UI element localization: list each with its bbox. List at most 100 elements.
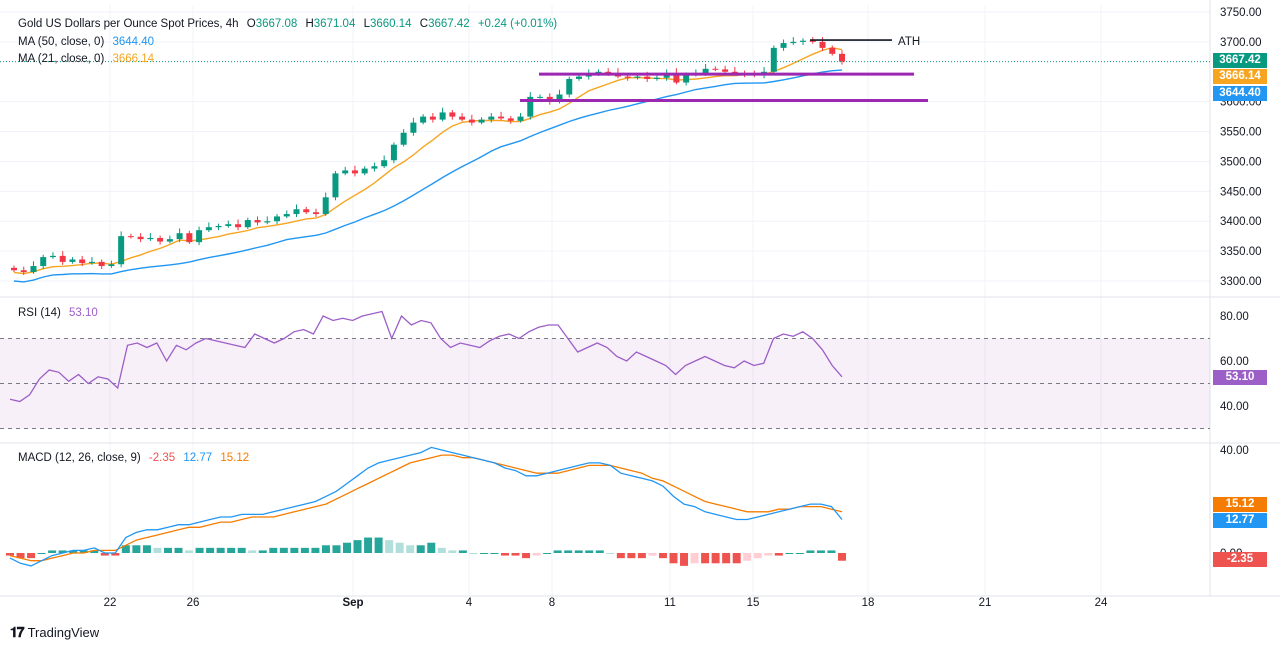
x-tick-label: 11: [664, 597, 676, 609]
candle-body: [215, 226, 222, 228]
macd-histogram-bar: [332, 545, 341, 553]
macd-histogram-bar: [648, 553, 657, 556]
macd-line-tag: 12.77: [1213, 513, 1267, 528]
candle-body: [205, 227, 212, 231]
macd-histogram-bar: [290, 547, 299, 553]
ath-label: ATH: [898, 36, 920, 48]
candle-body: [459, 116, 466, 120]
candle-body: [800, 40, 807, 42]
macd-histogram-bar: [690, 553, 699, 564]
candle-body: [166, 239, 173, 242]
macd-histogram-bar: [764, 553, 773, 556]
candle-body: [147, 237, 154, 240]
macd-histogram-bar: [27, 553, 36, 559]
candle-body: [644, 76, 651, 79]
candle-body: [722, 69, 729, 72]
macd-histogram-bar: [195, 547, 204, 553]
macd-histogram-bar: [437, 547, 446, 553]
x-tick-label: 26: [187, 597, 200, 609]
rsi-value: 53.10: [69, 307, 98, 319]
candle-body: [225, 224, 232, 227]
candle-body: [157, 237, 164, 242]
macd-histogram-bar: [585, 550, 594, 553]
x-tick-label: 21: [979, 597, 992, 609]
candle-body: [400, 132, 407, 145]
y-tick-label: 3400.00: [1220, 216, 1262, 228]
macd-signal-tag: 15.12: [1213, 497, 1267, 512]
x-tick-label: 22: [104, 597, 117, 609]
macd-histogram-bar: [795, 553, 804, 554]
macd-histogram-bar: [753, 553, 762, 559]
macd-histogram-bar: [279, 547, 288, 553]
ma21-value: 3666.14: [112, 53, 155, 65]
macd-histogram-bar: [722, 553, 731, 564]
ohlc-close-label: C: [419, 18, 429, 30]
ma50-line: [13, 69, 843, 283]
ohlc-change: +0.24 (+0.01%): [477, 18, 558, 30]
macd-histogram-bar: [353, 540, 362, 553]
ohlc-high-label: H: [305, 18, 314, 30]
candle-body: [11, 267, 17, 271]
macd-histogram-bar: [816, 550, 825, 553]
macd-histogram-bar: [627, 553, 636, 559]
candle-body: [673, 72, 680, 83]
candle-body: [537, 96, 544, 98]
candle-body: [312, 212, 319, 215]
tradingview-brand[interactable]: 𝟏𝟕 TradingView: [10, 624, 99, 641]
macd-histogram-bar: [16, 553, 25, 559]
y-tick-label: 3500.00: [1220, 156, 1262, 168]
candle-body: [420, 116, 427, 123]
macd-histogram-bar: [680, 553, 689, 566]
macd-histogram-bar: [69, 550, 78, 553]
macd-histogram-bar: [469, 553, 478, 554]
candle-body: [235, 224, 242, 228]
y-tick-label: 3450.00: [1220, 186, 1262, 198]
macd-histogram-bar: [142, 545, 151, 553]
ma50-legend: MA (50, close, 0) 3644.40: [18, 36, 159, 48]
macd-histogram-bar: [838, 553, 846, 561]
candle-body: [30, 266, 37, 273]
ohlc-open-label: O: [246, 18, 256, 30]
ohlc-high: 3671.04: [313, 18, 356, 30]
macd-histogram-bar: [616, 553, 625, 559]
macd-histogram-bar: [532, 553, 541, 556]
macd-histogram-bar: [111, 553, 120, 556]
macd-signal-value: 15.12: [220, 452, 250, 464]
candle-body: [702, 68, 709, 73]
rsi-band: [0, 338, 1210, 429]
candle-body: [137, 236, 144, 240]
price-tag-close: 3667.42: [1213, 53, 1267, 68]
macd-histogram-bar: [479, 553, 488, 554]
candle-body: [839, 53, 845, 62]
candle-body: [780, 43, 787, 48]
candle-body: [605, 71, 612, 73]
macd-histogram-bar: [163, 547, 172, 553]
macd-histogram-bar: [522, 553, 531, 559]
price-pane: ATH: [0, 36, 1210, 283]
macd-histogram-bar: [606, 553, 615, 554]
candle-body: [351, 170, 358, 174]
candle-body: [79, 259, 86, 264]
macd-histogram-bar: [458, 550, 467, 553]
candle-body: [634, 76, 641, 78]
macd-histogram-bar: [406, 545, 415, 553]
candle-body: [556, 94, 563, 102]
macd-histogram-bar: [311, 547, 320, 553]
ohlc-low-label: L: [363, 18, 370, 30]
macd-histogram-bar: [185, 550, 194, 553]
macd-histogram-bar: [385, 540, 394, 553]
candle-body: [322, 197, 329, 215]
macd-line-value: 12.77: [183, 452, 213, 464]
ohlc-open: 3667.08: [255, 18, 298, 30]
macd-name: MACD (12, 26, close, 9): [18, 452, 141, 464]
x-tick-label: 24: [1095, 597, 1108, 609]
candle-body: [819, 41, 826, 48]
macd-hist-value: -2.35: [148, 452, 176, 464]
macd-histogram-bar: [711, 553, 720, 564]
macd-histogram-bar: [300, 547, 309, 553]
ma21-line: [13, 46, 843, 275]
ma50-name: MA (50, close, 0): [18, 36, 105, 48]
macd-histogram-bar: [395, 542, 404, 553]
candle-body: [449, 112, 456, 117]
